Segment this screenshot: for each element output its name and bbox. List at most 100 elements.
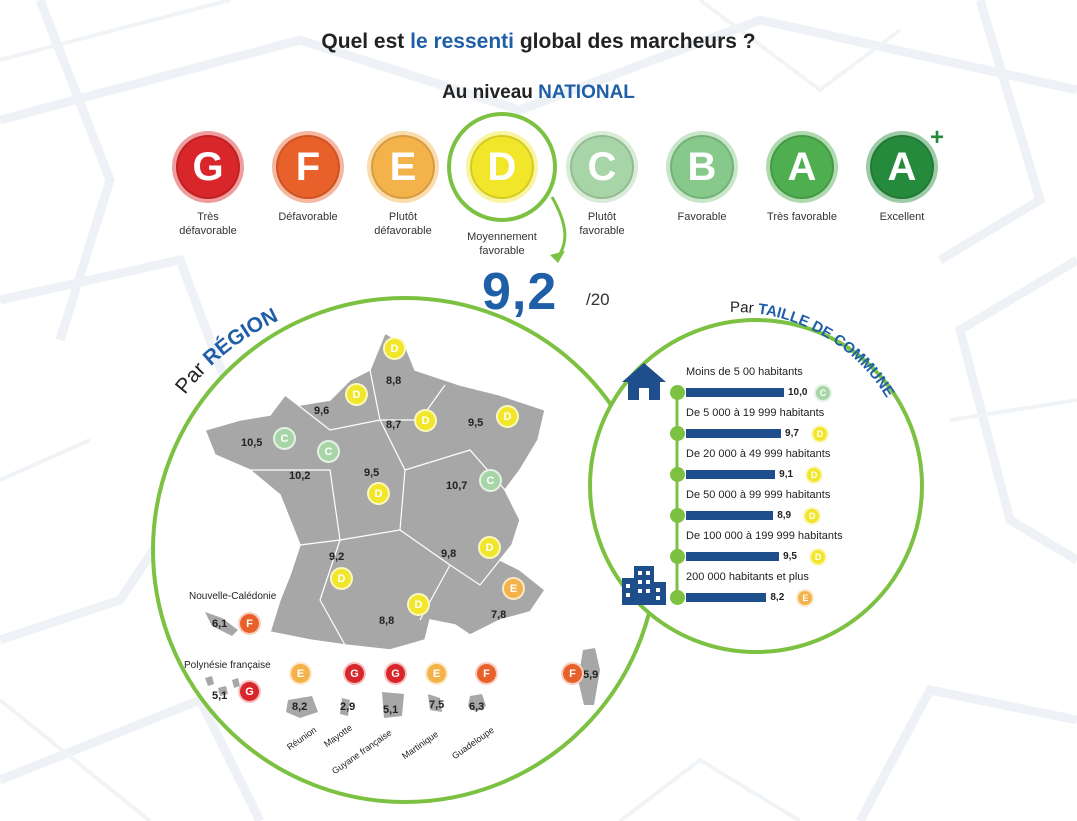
overseas-value: 5,1 <box>212 690 228 702</box>
region-heading: Par RÉGION <box>171 304 281 398</box>
grade-f: F <box>272 131 344 203</box>
overseas-value: 8,2 <box>292 701 308 713</box>
region-value: 10,5 <box>241 437 263 449</box>
region-grade-badge: D <box>345 383 368 406</box>
commune-category-label: De 20 000 à 49 999 habitants <box>686 448 831 460</box>
commune-bar-value: 8,2 <box>770 592 785 603</box>
grade-label: Moyennement favorable <box>467 231 537 257</box>
region-value: 9,5 <box>468 417 484 429</box>
region-grade-badge: D <box>496 405 519 428</box>
commune-bar-value: 8,9 <box>777 510 792 521</box>
overseas-value: 7,5 <box>429 699 445 711</box>
region-grade-badge: E <box>502 577 525 600</box>
guyane-map <box>382 692 404 718</box>
commune-timeline-dot <box>670 426 685 441</box>
overseas-grade-badge: G <box>384 662 407 685</box>
region-grade-badge: D <box>367 482 390 505</box>
commune-heading: Par TAILLE DE COMMUNE <box>730 299 898 401</box>
commune-category-label: Moins de 5 00 habitants <box>686 366 803 378</box>
commune-timeline-dot <box>670 590 685 605</box>
overseas-name: Nouvelle-Calédonie <box>189 591 277 602</box>
commune-category-label: De 50 000 à 99 999 habitants <box>686 489 831 501</box>
overseas-value: 6,1 <box>212 618 228 630</box>
overseas-grade-badge: E <box>425 662 448 685</box>
grade-a: A <box>766 131 838 203</box>
overseas-value: 5,9 <box>583 669 599 681</box>
commune-grade-badge: E <box>796 589 815 607</box>
grade-plus-sign: + <box>930 124 945 151</box>
region-value: 8,8 <box>379 615 395 627</box>
commune-timeline-dot <box>670 467 685 482</box>
reunion-map <box>286 696 318 718</box>
commune-bar <box>686 388 784 397</box>
commune-category-label: 200 000 habitants et plus <box>686 571 809 583</box>
commune-bar <box>686 511 774 520</box>
national-score: 9,2 <box>482 263 558 321</box>
national-subtitle: Au niveau NATIONAL <box>442 82 635 103</box>
nouvelle-caledonie-map <box>205 612 238 636</box>
grade-d: D <box>466 131 538 203</box>
overseas-grade-badge: E <box>289 662 312 685</box>
region-grade-badge: C <box>317 440 340 463</box>
grade-label: Favorable <box>677 211 727 223</box>
region-grade-badge: D <box>478 536 501 559</box>
commune-grade-badge: D <box>803 507 822 525</box>
grade-g: G <box>172 131 244 203</box>
commune-grade-badge: D <box>809 548 828 566</box>
grade-label: Plutôt défavorable <box>374 211 432 237</box>
region-value: 8,7 <box>386 419 402 431</box>
region-value: 10,7 <box>446 480 468 492</box>
commune-timeline-dot <box>670 549 685 564</box>
commune-bar-value: 9,5 <box>783 551 797 562</box>
polynesie-map <box>205 676 240 696</box>
commune-bar <box>686 429 782 438</box>
region-grade-badge: D <box>414 409 437 432</box>
region-grade-badge: C <box>479 469 502 492</box>
grade-a-plus: A <box>866 131 938 203</box>
overseas-name: Polynésie française <box>184 660 271 671</box>
region-grade-badge: C <box>273 427 296 450</box>
region-value: 9,2 <box>329 551 345 563</box>
martinique-map <box>428 694 442 712</box>
overseas-grade-badge: G <box>238 680 261 703</box>
commune-timeline-dot <box>670 385 685 400</box>
commune-bar <box>686 470 776 479</box>
building-icon <box>622 566 666 605</box>
overseas-grade-badge: G <box>343 662 366 685</box>
guadeloupe-map <box>468 694 486 712</box>
commune-grade-badge: D <box>811 425 830 443</box>
overseas-value: 6,3 <box>469 701 485 713</box>
commune-bar-value: 9,1 <box>779 469 794 480</box>
commune-bar-value: 9,7 <box>785 428 799 439</box>
grade-c: C <box>566 131 638 203</box>
region-value: 7,8 <box>491 609 507 621</box>
grade-label: Très défavorable <box>179 211 237 237</box>
commune-category-label: De 100 000 à 199 999 habitants <box>686 530 843 542</box>
commune-timeline-dot <box>670 508 685 523</box>
region-grade-badge: D <box>407 593 430 616</box>
commune-grade-badge: D <box>805 466 824 484</box>
commune-bar <box>686 593 767 602</box>
house-icon <box>622 363 666 400</box>
commune-grade-badge: C <box>814 384 832 402</box>
national-score-denominator: /20 <box>586 290 610 309</box>
selected-grade-ring <box>447 112 567 263</box>
commune-bar <box>686 552 780 561</box>
grade-label: Très favorable <box>767 211 837 223</box>
region-grade-badge: D <box>383 337 406 360</box>
overseas-value: 5,1 <box>383 704 399 716</box>
corsica-map <box>578 648 600 705</box>
mayotte-map <box>340 698 350 716</box>
commune-category-label: De 5 000 à 19 999 habitants <box>686 407 825 419</box>
grade-b: B <box>666 131 738 203</box>
grade-e: E <box>367 131 439 203</box>
overseas-grade-badge: F <box>238 612 261 635</box>
overseas-grade-badge: F <box>561 662 584 685</box>
region-value: 9,5 <box>364 467 380 479</box>
region-value: 9,6 <box>314 405 330 417</box>
region-value: 8,8 <box>386 375 402 387</box>
region-value: 9,8 <box>441 548 457 560</box>
region-grade-badge: D <box>330 567 353 590</box>
region-value: 10,2 <box>289 470 311 482</box>
